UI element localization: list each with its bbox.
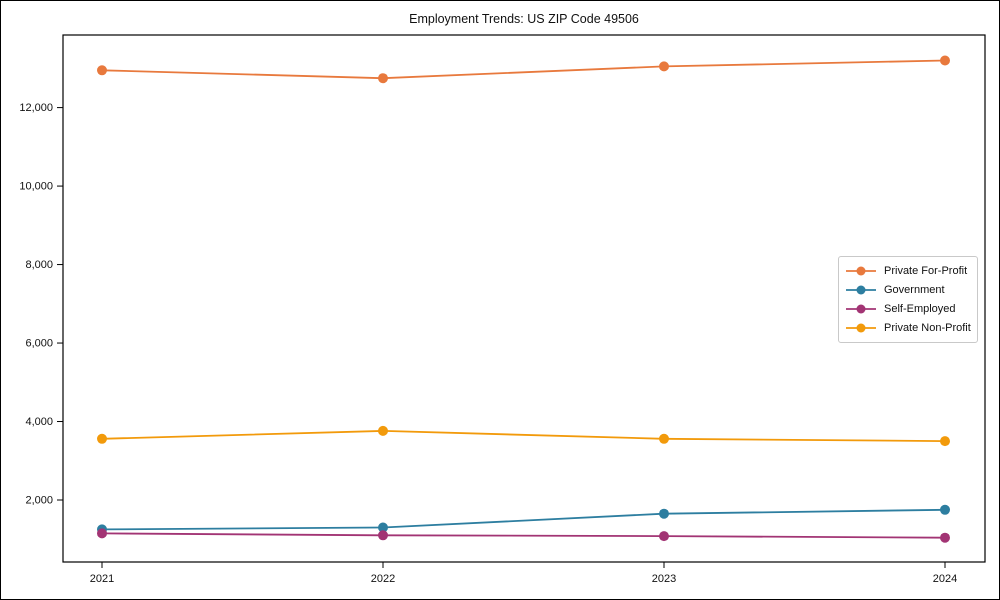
series-line-government (101, 508, 946, 531)
y-tick-label: 10,000 (19, 181, 53, 193)
series-line-private-non-profit (101, 429, 946, 442)
legend-entry: Private Non-Profit (846, 318, 971, 337)
series-marker-private-for-profit (378, 73, 388, 84)
y-tick-label: 4,000 (25, 416, 53, 428)
axes-frame (62, 34, 986, 563)
chart-title: Employment Trends: US ZIP Code 49506 (409, 12, 639, 26)
y-tick-label: 6,000 (25, 338, 53, 350)
y-tick-label: 12,000 (19, 102, 53, 114)
series-marker-government (659, 508, 669, 519)
legend-label: Government (884, 284, 945, 297)
series-line-self-employed (101, 532, 946, 539)
legend-label: Self-Employed (884, 302, 956, 315)
series-marker-private-non-profit (659, 433, 669, 444)
series-marker-private-for-profit (940, 55, 950, 66)
x-tick-label: 2021 (90, 573, 114, 585)
series-line-private-for-profit (101, 59, 946, 80)
legend-entry: Government (846, 281, 969, 300)
series-marker-self-employed (97, 528, 107, 539)
series-marker-government (378, 522, 388, 533)
series-marker-self-employed (378, 530, 388, 541)
legend-entry: Self-Employed (846, 300, 969, 319)
legend-marker-icon (846, 304, 876, 314)
series-marker-private-non-profit (97, 433, 107, 444)
series-marker-government (940, 504, 950, 515)
x-tick-label: 2024 (933, 573, 957, 585)
legend-marker-icon (846, 323, 876, 333)
y-tick-label: 8,000 (25, 259, 53, 271)
series-marker-private-for-profit (659, 61, 669, 72)
legend-marker-icon (846, 285, 876, 295)
legend-label: Private For-Profit (884, 265, 968, 278)
y-tick-label: 2,000 (25, 495, 53, 507)
series-marker-private-non-profit (940, 436, 950, 447)
series-marker-private-non-profit (378, 425, 388, 436)
x-tick-label: 2022 (371, 573, 395, 585)
x-tick-label: 2023 (652, 573, 676, 585)
series-marker-self-employed (940, 532, 950, 543)
legend-marker-icon (846, 266, 876, 276)
series-marker-private-for-profit (97, 65, 107, 76)
legend-entry: Private For-Profit (846, 262, 969, 281)
chart-legend: Private For-Profit Government Self-Employe… (838, 256, 978, 343)
legend-label: Private Non-Profit (884, 321, 971, 334)
series-marker-self-employed (659, 531, 669, 542)
